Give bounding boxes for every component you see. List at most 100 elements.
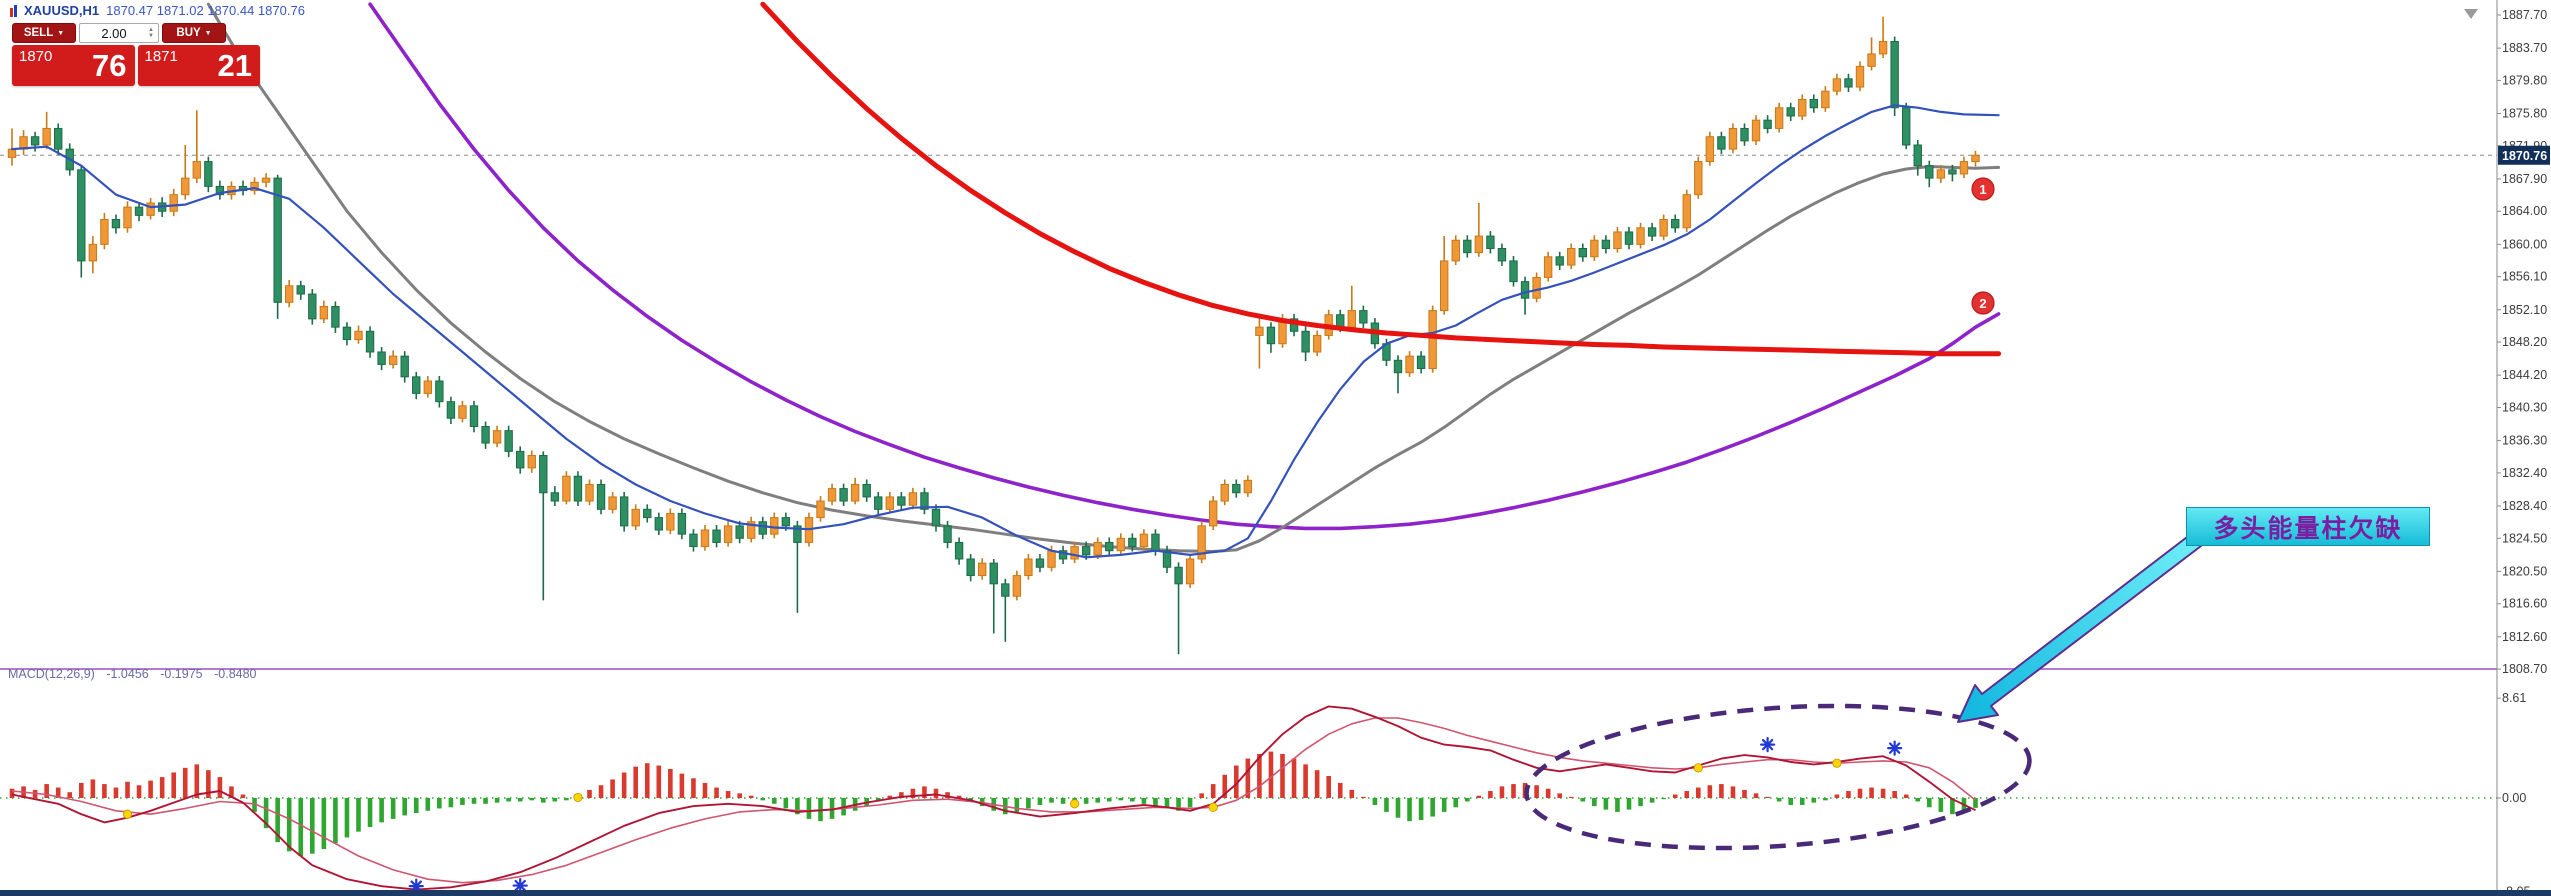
macd-histogram-bar [448,798,454,808]
macd-histogram-bar [1430,798,1435,817]
window-bottom-edge [0,890,2551,896]
price-axis-label: 1887.70 [2502,8,2547,22]
buy-price-box[interactable]: 1871 21 [137,45,260,86]
macd-histogram-bar [945,792,950,798]
ma-lines-over [10,1,2002,559]
macd-histogram-bar [483,798,488,804]
price-axis-label: 1852.10 [2502,303,2547,317]
volume-input[interactable] [80,24,158,42]
price-axis-label: 1808.70 [2502,662,2547,676]
macd-histogram-bar [1938,798,1944,812]
macd-histogram-bar [564,798,569,801]
price-axis-label: 1864.00 [2502,204,2547,218]
macd-histogram-bar [587,789,592,798]
macd-histogram-bar [899,792,904,798]
macd-histogram-bar [1615,798,1620,812]
macd-histogram-bar [413,798,419,814]
candles-layer [7,16,1980,655]
macd-histogram-bar [1776,798,1782,802]
ohlc-values: 1870.47 1871.02 1870.44 1870.76 [106,3,305,18]
macd-histogram-bar [725,791,731,798]
macd-histogram-bar [1014,798,1020,812]
numbered-circle-marker: 1 [1971,177,1995,201]
macd-histogram-bar [344,798,350,838]
sell-price-box[interactable]: 1870 76 [12,45,135,86]
macd-histogram-bar [356,798,361,832]
macd-histogram-bar [1511,784,1516,798]
buy-button[interactable]: BUY ▼ [162,23,226,43]
macd-histogram-bar [125,781,130,798]
price-axis-label: 1856.10 [2502,270,2547,284]
macd-histogram-bar [1707,785,1713,798]
macd-cross-dot [1832,758,1842,768]
macd-histogram-bar [286,798,292,852]
macd-histogram-bar [1314,770,1320,798]
macd-histogram-bar [298,798,304,856]
macd-histogram-bar [1545,788,1551,798]
macd-histogram-bar [1083,798,1089,804]
macd-histogram-bar [1696,787,1701,798]
macd-histogram-bar [1176,798,1181,811]
macd-histogram-bar [390,798,396,819]
macd-histogram-bar [379,798,384,823]
macd-star-marker [1887,740,1903,756]
macd-histogram-bar [206,770,211,798]
macd-histogram-bar [1095,798,1100,803]
macd-histogram-bar [1291,758,1297,798]
svg-text:1: 1 [1979,182,1986,197]
macd-histogram-bar [79,782,84,798]
chevron-down-icon: ▼ [204,29,212,37]
macd-histogram-bar [806,798,812,819]
chevron-down-icon[interactable]: ▼ [148,33,154,39]
macd-histogram-bar [1950,798,1955,815]
chevron-up-icon[interactable]: ▲ [148,27,154,33]
macd-signal-line [11,717,1977,884]
macd-histogram-bar [90,779,96,798]
sell-button[interactable]: SELL ▼ [12,23,76,43]
macd-histogram-bar [1257,753,1262,798]
macd-histogram-bar [633,766,638,798]
price-axis-label: 1828.40 [2502,499,2547,513]
macd-star-marker [512,877,528,894]
annotation-callout[interactable]: 多头能量柱欠缺 [2186,507,2430,546]
volume-field[interactable]: ▲ ▼ [79,23,159,43]
macd-histogram-bar [1684,791,1690,798]
macd-histogram-bar [1106,798,1112,802]
macd-histogram-bar [933,788,939,798]
macd-histogram-bar [1765,796,1770,798]
macd-cross-dot [1693,763,1703,773]
macd-histogram-bar [1337,782,1343,798]
macd-histogram-bar [1049,798,1054,803]
macd-histogram-bar [1730,786,1736,798]
macd-axis-label: 0.00 [2502,791,2526,805]
macd-histogram-bar [1823,798,1828,801]
macd-value-main: -1.0456 [106,667,149,681]
ma-lines-under [206,2,2001,553]
macd-histogram-bar [1488,791,1493,798]
macd-histogram-bar [922,786,927,798]
macd-histogram-bar [1153,798,1158,807]
svg-text:2: 2 [1979,296,1986,311]
macd-histogram-bar [1557,793,1562,798]
volume-stepper[interactable]: ▲ ▼ [145,24,157,42]
macd-histogram-bar [1210,784,1216,798]
macd-histogram-bar [1418,798,1424,821]
macd-histogram-bar [67,792,73,798]
macd-histogram-bar [1164,798,1170,809]
macd-histogram-bar [1372,798,1378,805]
macd-histogram-bar [772,798,777,804]
price-axis-label: 1832.40 [2502,466,2547,480]
macd-histogram-bar [668,769,673,798]
macd-histogram-bar [760,798,766,801]
macd-histogram-bar [1742,789,1747,798]
macd-histogram-bar [1649,798,1655,803]
macd-histogram-bar [1384,798,1389,812]
macd-histogram-bar [1638,798,1643,807]
macd-histogram-bar [1453,798,1459,808]
macd-value-signal: -0.1975 [160,667,203,681]
annotation-arrow [1957,533,2202,723]
macd-star-marker [1759,737,1776,753]
macd-histogram-bar [1753,793,1759,798]
